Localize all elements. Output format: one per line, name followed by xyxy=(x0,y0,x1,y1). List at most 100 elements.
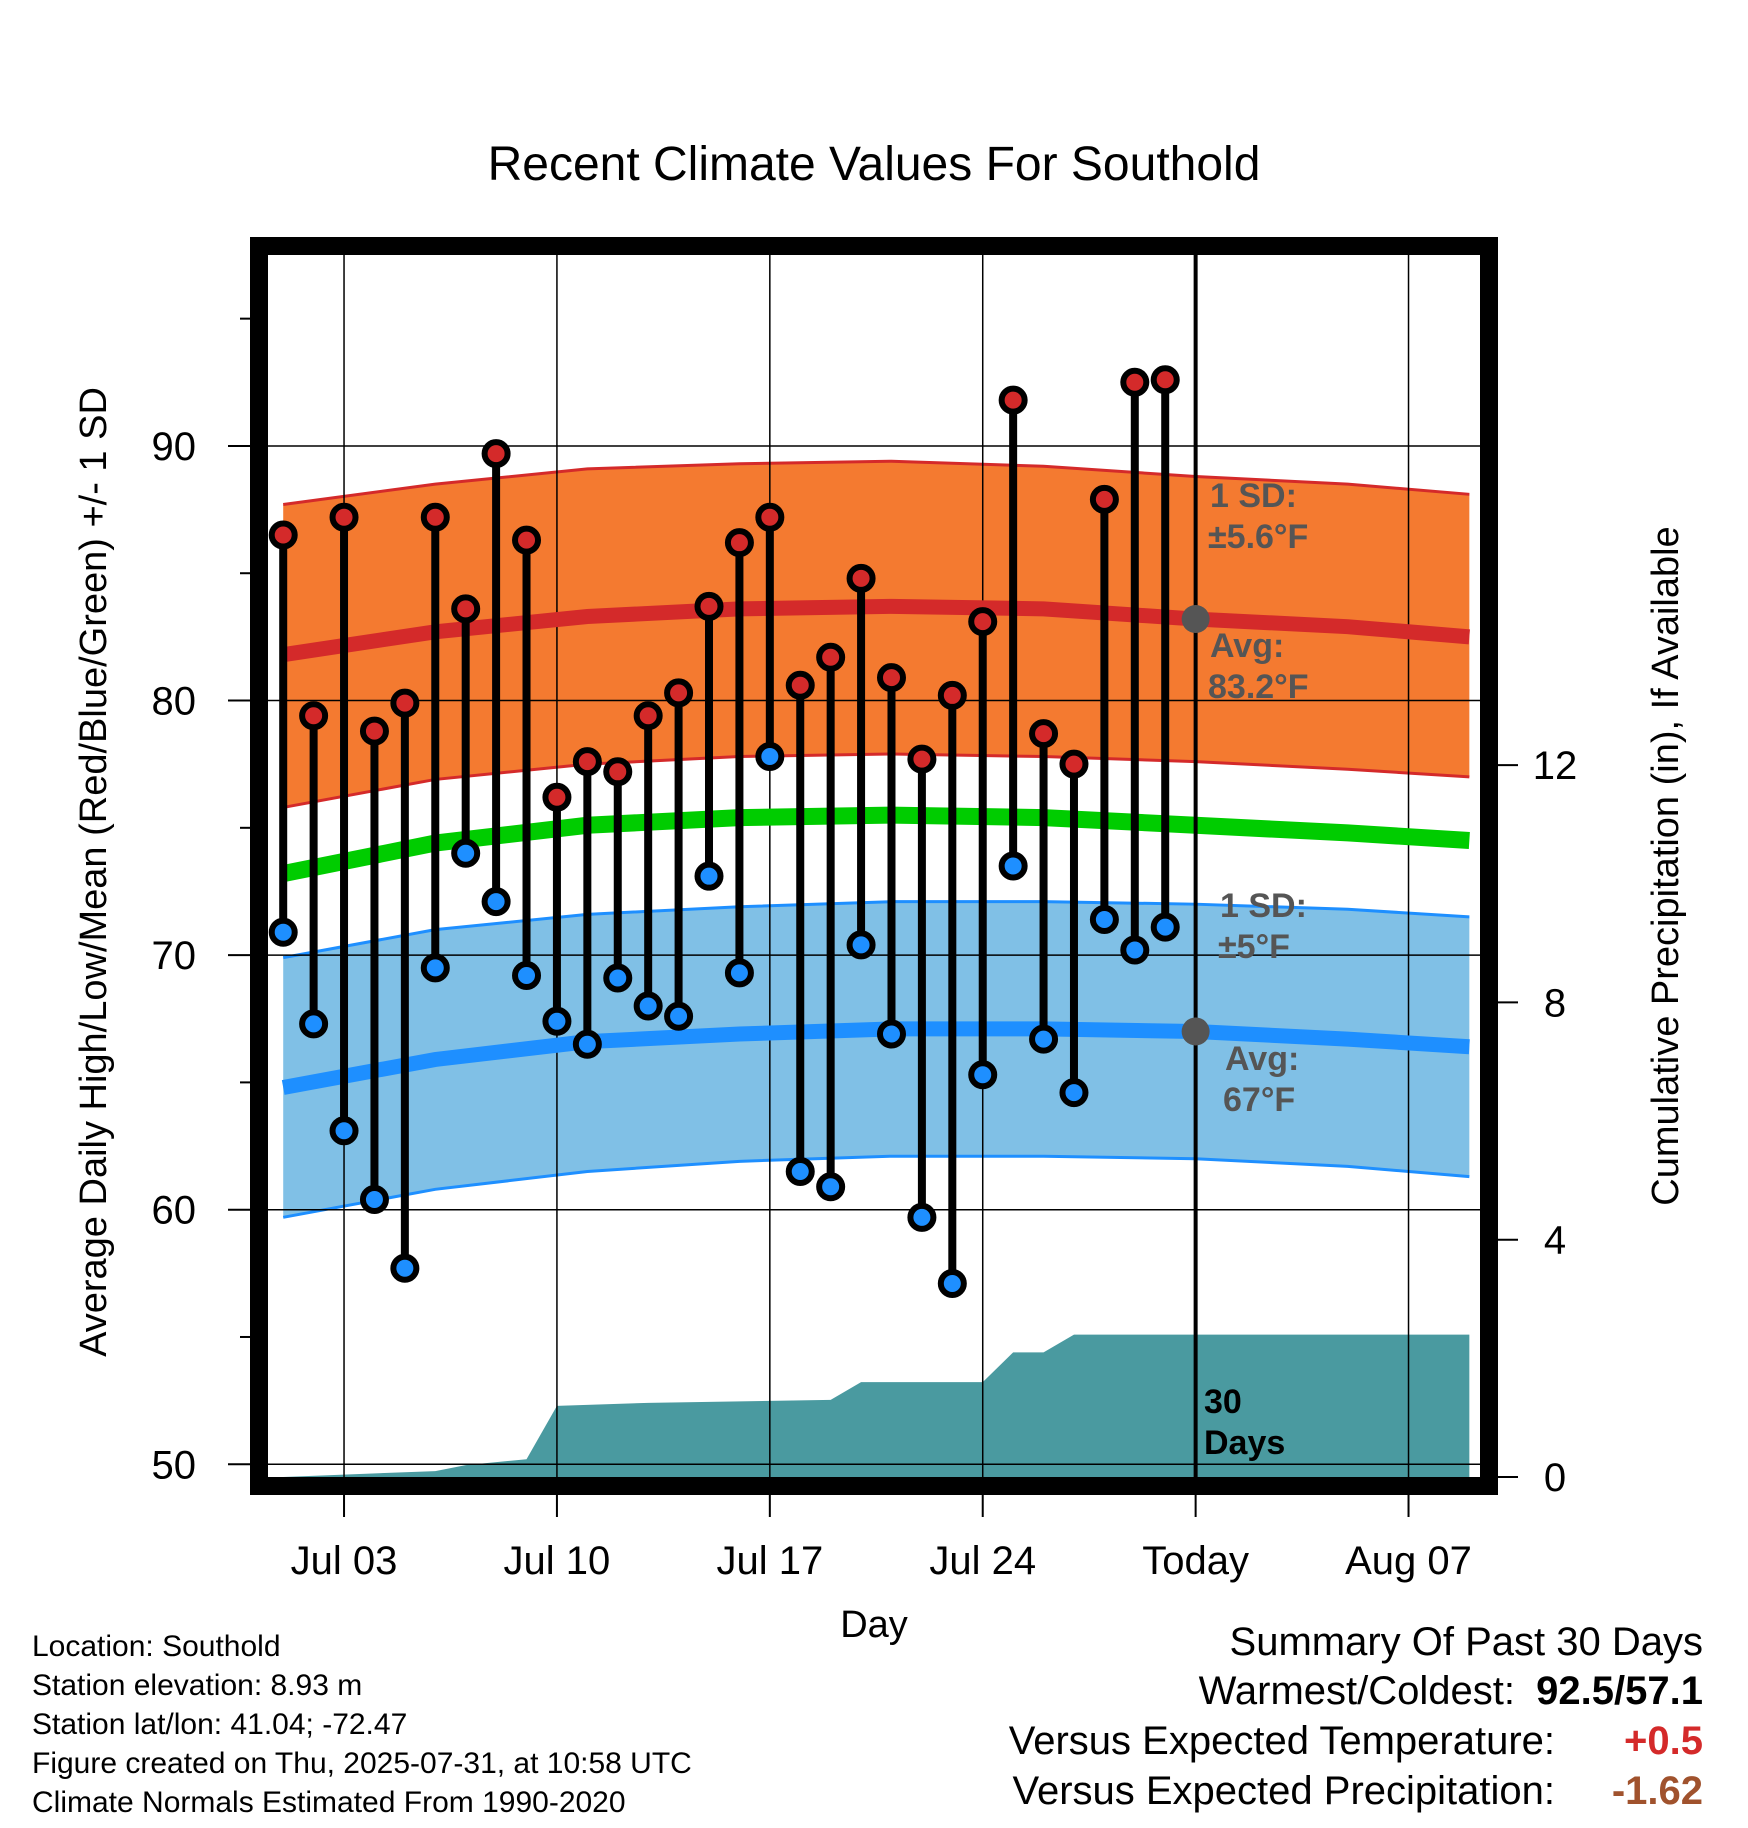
precip-value: -1.62 xyxy=(1611,1769,1703,1813)
plot-frame xyxy=(250,237,1498,1495)
daily-high-point xyxy=(359,716,389,746)
chart-title: Recent Climate Values For Southold xyxy=(488,138,1261,191)
daily-low-point xyxy=(755,742,785,772)
low-avg-label: Avg: xyxy=(1225,1040,1299,1078)
avg-high-line xyxy=(282,598,1470,663)
daily-low-point xyxy=(359,1185,389,1215)
x-tick-label: Jul 10 xyxy=(504,1539,611,1583)
daily-low-point xyxy=(512,960,542,990)
created-text: Figure created on Thu, 2025-07-31, at 10… xyxy=(32,1747,692,1780)
y-tick-label: 70 xyxy=(152,934,197,978)
daily-high-point xyxy=(420,502,450,532)
daily-high-point xyxy=(299,701,329,731)
daily-low-point xyxy=(1150,912,1180,942)
daily-low-point xyxy=(1059,1078,1089,1108)
high-avg-label: Avg: xyxy=(1210,627,1284,665)
temp-value: +0.5 xyxy=(1624,1719,1703,1763)
y-axis-title: Average Daily High/Low/Mean (Red/Blue/Gr… xyxy=(73,387,115,1357)
station-info: Location: Southold Station elevation: 8.… xyxy=(32,1627,692,1822)
daily-high-point xyxy=(390,688,420,718)
daily-low-point xyxy=(329,1116,359,1146)
y-axis-left: 50 60 70 80 90 xyxy=(152,317,250,1487)
elevation-text: Station elevation: 8.93 m xyxy=(32,1669,363,1702)
daily-high-point xyxy=(876,663,906,693)
high-sd-upper-edge xyxy=(283,459,1470,506)
temp-label: Versus Expected Temperature: xyxy=(1008,1719,1555,1763)
daily-low-point xyxy=(664,1001,694,1031)
daily-high-point xyxy=(1120,367,1150,397)
high-sd-label: 1 SD: xyxy=(1210,477,1297,515)
daily-high-point xyxy=(755,502,785,532)
daily-high-point xyxy=(664,678,694,708)
daily-low-point xyxy=(481,887,511,917)
daily-low-point xyxy=(420,953,450,983)
daily-high-point xyxy=(633,701,663,731)
daily-low-point xyxy=(876,1019,906,1049)
daily-high-point xyxy=(1089,484,1119,514)
daily-low-point xyxy=(451,838,481,868)
daily-low-point xyxy=(968,1060,998,1090)
daily-high-point xyxy=(512,525,542,555)
daily-high-point xyxy=(1150,365,1180,395)
daily-high-point xyxy=(998,385,1028,415)
x-tick-label: Jul 17 xyxy=(716,1539,823,1583)
low-sd-band xyxy=(283,901,1470,1218)
y2-tick-label: 8 xyxy=(1544,981,1566,1025)
summary-title: Summary Of Past 30 Days xyxy=(1229,1620,1703,1664)
today-marker xyxy=(1181,255,1210,1477)
location-text: Location: Southold xyxy=(32,1630,281,1663)
cumulative-precip-area xyxy=(283,1334,1470,1477)
daily-high-point xyxy=(785,670,815,700)
daily-low-point xyxy=(633,991,663,1021)
daily-low-point xyxy=(1029,1024,1059,1054)
high-sd-band xyxy=(283,461,1470,808)
y-tick-label: 60 xyxy=(152,1189,197,1233)
daily-low-point xyxy=(694,861,724,891)
annotations: 1 SD: ±5.6°F Avg: 83.2°F 1 SD: ±5°F Avg:… xyxy=(1204,477,1309,1462)
daily-low-point xyxy=(542,1006,572,1036)
x-tick-label: Today xyxy=(1142,1539,1249,1583)
daily-high-point xyxy=(1029,719,1059,749)
y-tick-label: 90 xyxy=(152,425,197,469)
y-tick-label: 80 xyxy=(152,680,197,724)
daily-high-point xyxy=(268,520,298,550)
daily-high-point xyxy=(907,744,937,774)
daily-low-point xyxy=(299,1009,329,1039)
daily-low-point xyxy=(785,1157,815,1186)
normal-bands xyxy=(282,459,1470,1219)
daily-high-point xyxy=(1059,749,1089,779)
daily-low-point xyxy=(268,917,298,947)
window-days-label: Days xyxy=(1204,1424,1285,1462)
summary-temp-row: Versus Expected Temperature: +0.5 xyxy=(1009,1716,1703,1766)
daily-low-point xyxy=(572,1029,602,1059)
low-sd-value: ±5°F xyxy=(1218,928,1290,966)
daily-low-point xyxy=(390,1253,420,1283)
precip-label: Versus Expected Precipitation: xyxy=(1012,1769,1555,1813)
daily-high-point xyxy=(937,680,967,710)
summary-panel: Summary Of Past 30 Days Warmest/Coldest:… xyxy=(1009,1618,1703,1816)
today-avg-low-point xyxy=(1181,1017,1210,1046)
daily-high-point xyxy=(724,528,754,558)
low-sd-label: 1 SD: xyxy=(1220,887,1307,925)
daily-low-point xyxy=(907,1202,937,1232)
daily-high-point xyxy=(542,782,572,812)
x-tick-label: Jul 03 xyxy=(291,1539,398,1583)
daily-high-point xyxy=(451,594,481,624)
daily-high-point xyxy=(816,642,846,672)
window-days-number: 30 xyxy=(1204,1383,1242,1421)
daily-low-point xyxy=(998,851,1028,881)
latlon-text: Station lat/lon: 41.04; -72.47 xyxy=(32,1708,408,1741)
precipitation-area xyxy=(283,1334,1470,1477)
daily-dots xyxy=(268,365,1180,1299)
daily-low-point xyxy=(1089,904,1119,934)
daily-high-point xyxy=(968,607,998,637)
daily-high-point xyxy=(846,563,876,593)
y2-tick-label: 4 xyxy=(1544,1219,1566,1263)
summary-warmest-row: Warmest/Coldest: 92.5/57.1 xyxy=(1009,1666,1703,1716)
daily-low-point xyxy=(937,1269,967,1299)
daily-low-point xyxy=(1120,935,1150,965)
y-tick-label: 50 xyxy=(152,1443,197,1487)
x-axis: Jul 03 Jul 10 Jul 17 Jul 24 Today Aug 07 xyxy=(291,1495,1472,1583)
y2-tick-label: 0 xyxy=(1544,1456,1566,1500)
daily-high-point xyxy=(694,591,724,621)
